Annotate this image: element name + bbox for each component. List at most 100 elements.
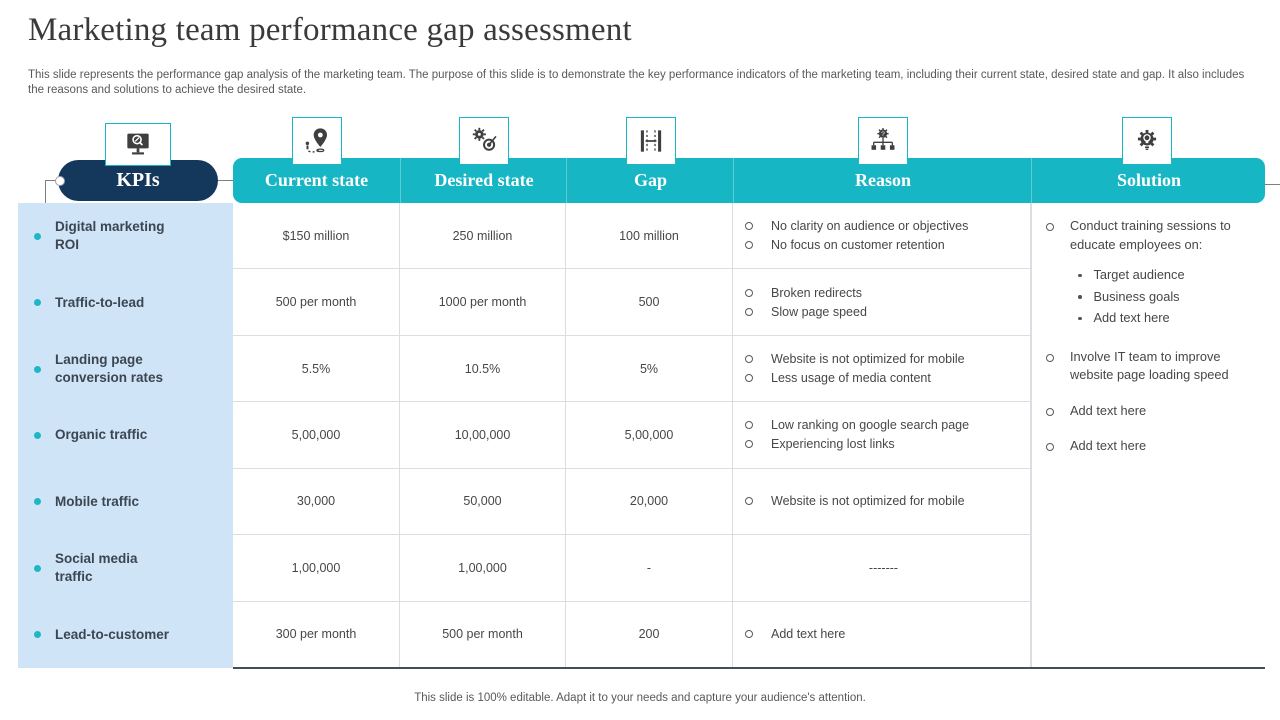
current-state-cell: 5,00,000 — [233, 402, 400, 469]
solution-text: Involve IT team to improve website page … — [1070, 348, 1229, 383]
column-header-gap: Gap — [566, 158, 734, 203]
circle-bullet-icon — [745, 222, 753, 231]
kpi-label: Landing page conversion rates — [55, 351, 164, 386]
reason-cell: Broken redirects Slow page speed — [733, 269, 1031, 336]
bullet-dot-icon — [34, 431, 41, 439]
circle-bullet-icon — [745, 288, 753, 297]
column-header-reason: Reason — [733, 158, 1032, 203]
solution-sub-text: Add text here — [1093, 310, 1170, 326]
solution-sub-text: Target audience — [1093, 267, 1185, 283]
connector-line — [45, 180, 61, 181]
reason-bullet-line: Low ranking on google search page — [745, 418, 1022, 432]
kpi-list-item: Mobile traffic — [18, 469, 233, 535]
solution-sub-text: Business goals — [1093, 288, 1180, 304]
kpi-header-pill: KPIs — [58, 160, 218, 201]
reason-bullet-line: Website is not optimized for mobile — [745, 352, 1022, 366]
kpi-column: Digital marketing ROI Traffic-to-lead Land… — [18, 203, 233, 668]
desired-state-cell: 250 million — [400, 203, 566, 270]
reason-text: Website is not optimized for mobile — [771, 494, 965, 509]
footer-note: This slide is 100% editable. Adapt it to… — [414, 692, 866, 704]
reason-column: No clarity on audience or objectives No f… — [733, 203, 1031, 668]
bulb-gear-icon — [1137, 129, 1157, 150]
circle-bullet-icon — [1046, 223, 1054, 231]
slide-description: This slide represents the performance ga… — [28, 69, 1245, 96]
gap-cell: - — [566, 535, 733, 602]
desired-state-cell: 500 per month — [400, 601, 566, 668]
gears-target-icon — [472, 127, 497, 151]
solution-item: Add text here — [1046, 437, 1257, 456]
column-header-solution: Solution — [1031, 158, 1266, 203]
bullet-dot-icon — [34, 365, 41, 373]
reason-cell: Low ranking on google search page Experie… — [733, 402, 1031, 469]
desired-state-cell: 10,00,000 — [400, 402, 566, 469]
gap-cell: 5% — [566, 335, 733, 403]
solution-sub-item: Add text here — [1078, 309, 1246, 328]
desired-state-column: 250 million 1000 per month 10.5% 10,00,000 5… — [400, 203, 566, 668]
solution-body: Add text here — [1070, 402, 1246, 421]
reason-bullet-line: Slow page speed — [745, 305, 1022, 319]
gap-column: 100 million 500 5% 5,00,000 20,000-200 — [566, 203, 733, 668]
reason-bullet-line: Website is not optimized for mobile — [745, 494, 1022, 508]
solution-item: Involve IT team to improve website page … — [1046, 348, 1257, 385]
current-state-cell: 5.5% — [233, 335, 400, 403]
gap-width-icon — [640, 130, 662, 152]
reason-placeholder: ------- — [868, 560, 899, 575]
reason-bullet-line: Add text here — [745, 627, 1022, 641]
gap-icon-box — [626, 117, 676, 165]
gap-cell: 200 — [566, 601, 733, 668]
circle-bullet-icon — [745, 630, 753, 639]
solution-body: Involve IT team to improve website page … — [1070, 348, 1246, 385]
current-state-cell: 500 per month — [233, 269, 400, 336]
solution-sub-list: Target audience Business goals Add text he… — [1078, 266, 1246, 328]
kpi-label: Mobile traffic — [55, 493, 140, 509]
circle-bullet-icon — [1046, 353, 1054, 362]
gap-cell: 5,00,000 — [566, 402, 733, 469]
current-state-cell: 300 per month — [233, 601, 400, 668]
connector-line — [1263, 184, 1280, 185]
reason-cell: ------- — [733, 535, 1031, 602]
column-header-desired-state: Desired state — [400, 158, 567, 203]
kpi-list-item: Organic traffic — [18, 402, 233, 468]
circle-bullet-icon — [1046, 443, 1054, 452]
solution-sub-item: Business goals — [1078, 288, 1246, 307]
circle-bullet-icon — [745, 421, 753, 430]
kpi-list-item: Digital marketing ROI — [18, 203, 233, 269]
reason-text: Slow page speed — [771, 304, 867, 319]
monitor-search-icon — [127, 133, 149, 154]
solution-text: Add text here — [1070, 438, 1147, 454]
gap-cell: 100 million — [566, 203, 733, 270]
desired-state-cell: 10.5% — [400, 335, 566, 403]
dot-bullet-icon — [1078, 316, 1082, 321]
desired-state-cell: 1,00,000 — [400, 535, 566, 602]
reason-bullet-line: Experiencing lost links — [745, 437, 1022, 451]
reason-text: Add text here — [771, 627, 846, 642]
kpi-label: Organic traffic — [55, 427, 148, 443]
kpi-header-label: KPIs — [116, 169, 160, 191]
solution-text: Conduct training sessions to educate emp… — [1070, 218, 1231, 252]
kpi-icon-box — [105, 123, 171, 166]
solution-item: Add text here — [1046, 402, 1257, 421]
kpi-label: Digital marketing ROI — [55, 218, 165, 253]
reason-text: No clarity on audience or objectives — [771, 219, 969, 234]
reason-cell: Website is not optimized for mobile Less … — [733, 335, 1031, 403]
solution-item: Conduct training sessions to educate emp… — [1046, 217, 1257, 331]
reason-text: Website is not optimized for mobile — [771, 352, 965, 367]
reason-bullet-line: No clarity on audience or objectives — [745, 219, 1022, 233]
reason-text: Less usage of media content — [771, 371, 931, 386]
solution-merged-cell: Conduct training sessions to educate emp… — [1031, 203, 1265, 668]
current-state-cell: $150 million — [233, 203, 400, 270]
reason-bullet-line: Less usage of media content — [745, 371, 1022, 385]
kpi-list-item: Traffic-to-lead — [18, 269, 233, 335]
solution-body: Add text here — [1070, 437, 1246, 456]
circle-bullet-icon — [1046, 407, 1054, 416]
solution-text: Add text here — [1070, 402, 1147, 418]
reason-bullet-line: No focus on customer retention — [745, 238, 1022, 252]
reason-text: Low ranking on google search page — [771, 418, 970, 433]
reason-cell: Website is not optimized for mobile — [733, 468, 1031, 536]
current-state-column: $150 million 500 per month 5.5% 5,00,000 30,… — [233, 203, 400, 668]
gap-cell: 20,000 — [566, 468, 733, 536]
circle-bullet-icon — [745, 440, 753, 449]
svg-text:?: ? — [881, 131, 885, 138]
circle-bullet-icon — [745, 497, 753, 506]
